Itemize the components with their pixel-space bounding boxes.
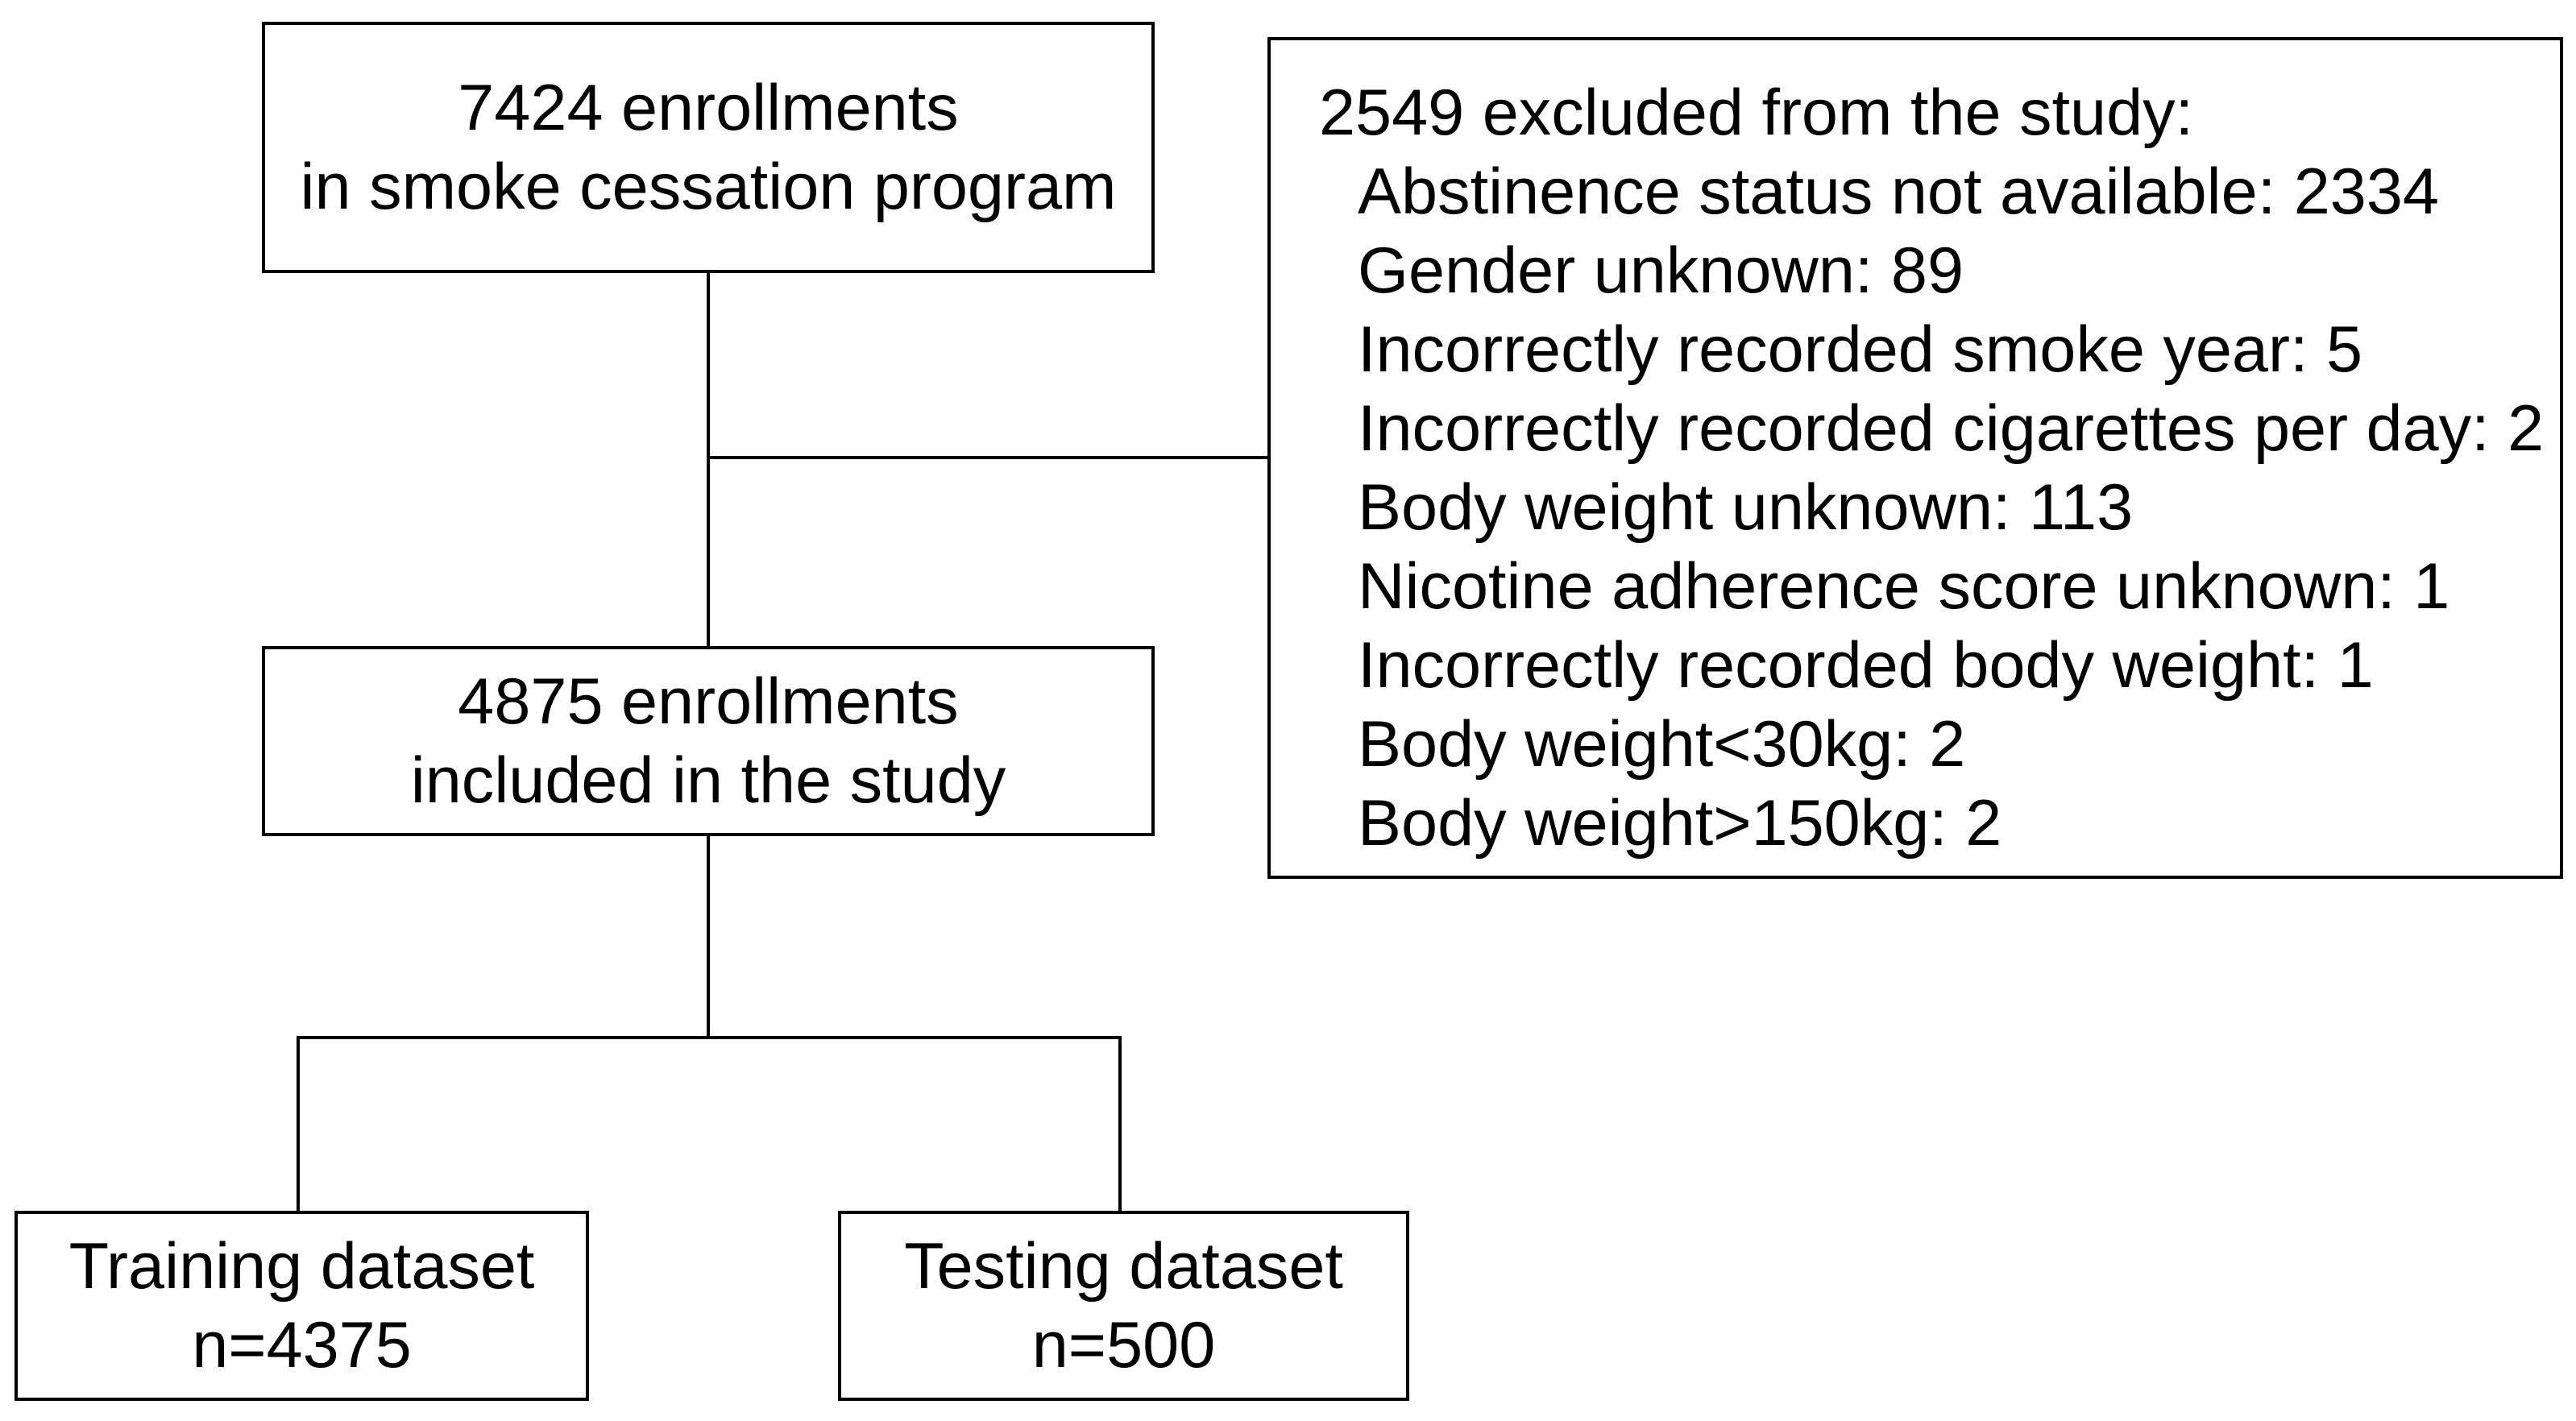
box-excluded: 2549 excluded from the study: Abstinence… [1267,37,2563,879]
excluded-item: Incorrectly recorded smoke year: 5 [1358,313,2362,386]
excluded-item: Body weight unknown: 113 [1358,471,2134,544]
excluded-item: Incorrectly recorded body weight: 1 [1358,629,2374,702]
connector-split-horizontal [297,1036,1122,1039]
testing-n-line: n=500 [1031,1309,1216,1382]
connector-to-training-vertical [297,1036,300,1211]
excluded-item: Nicotine adherence score unknown: 1 [1358,550,2450,623]
included-count-line: 4875 enrollments [458,665,959,738]
box-included: 4875 enrollments included in the study [262,646,1155,836]
excluded-header: 2549 excluded from the study: [1319,77,2194,149]
connector-top-to-included-vertical [707,273,710,646]
box-testing-dataset: Testing dataset n=500 [838,1211,1409,1401]
excluded-item: Body weight<30kg: 2 [1358,708,1966,781]
enrollments-desc-line: in smoke cessation program [300,151,1117,223]
connector-included-down-vertical [707,836,710,1038]
training-label-line: Training dataset [68,1230,535,1303]
connector-to-testing-vertical [1118,1036,1122,1211]
testing-label-line: Testing dataset [904,1230,1343,1303]
included-desc-line: included in the study [410,744,1006,817]
excluded-item: Body weight>150kg: 2 [1358,787,2002,860]
excluded-item: Gender unknown: 89 [1358,234,1964,307]
excluded-item: Abstinence status not available: 2334 [1358,155,2439,228]
enrollments-count-line: 7424 enrollments [458,72,959,144]
excluded-item: Incorrectly recorded cigarettes per day:… [1358,392,2545,465]
box-training-dataset: Training dataset n=4375 [15,1211,589,1401]
training-n-line: n=4375 [192,1309,412,1382]
connector-to-excluded-horizontal [708,456,1269,459]
box-enrollments: 7424 enrollments in smoke cessation prog… [262,22,1155,273]
